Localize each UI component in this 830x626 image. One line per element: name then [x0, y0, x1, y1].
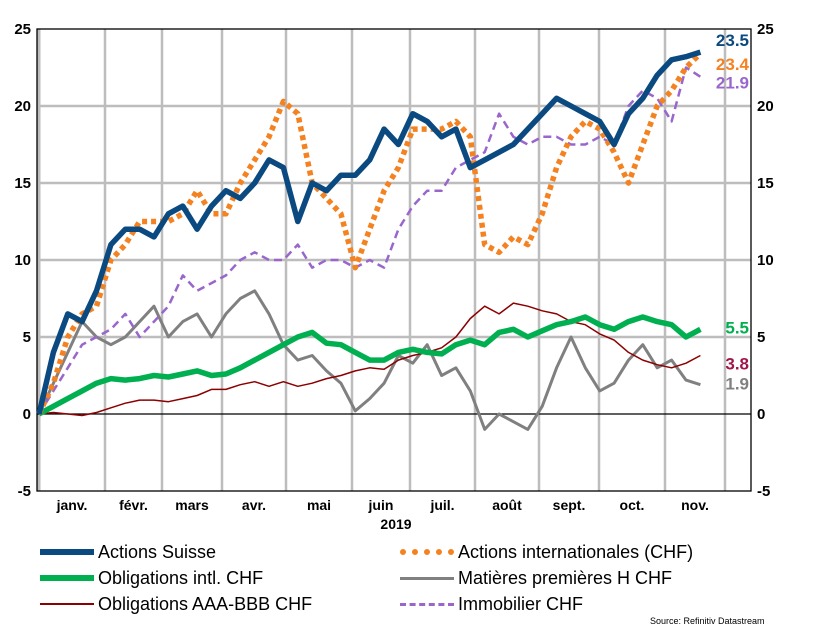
legend-label: Actions Suisse: [98, 541, 217, 562]
y-tick-label-left: -5: [18, 483, 31, 500]
series-line-actions-internationales-chf-: [36, 51, 703, 416]
end-value-label: 21.9: [716, 74, 749, 93]
legend-label: Obligations AAA-BBB CHF: [98, 593, 313, 614]
legend-swatch: [40, 603, 94, 605]
y-tick-label-right: 15: [757, 175, 774, 192]
legend-item: Actions internationales (CHF): [400, 540, 800, 564]
end-value-label: 1.9: [725, 375, 749, 394]
y-tick-label-left: 5: [23, 329, 31, 346]
y-tick-label-right: 25: [757, 21, 774, 38]
legend-item: Immobilier CHF: [400, 592, 800, 616]
x-axis-label: 2019: [380, 516, 411, 532]
y-tick-label-right: 20: [757, 98, 774, 115]
x-month-label: sept.: [553, 497, 586, 513]
legend-swatch: [400, 549, 454, 555]
y-tick-label-left: 10: [14, 252, 31, 269]
x-month-label: févr.: [119, 497, 148, 513]
source-note: Source: Refinitiv Datastream: [650, 616, 765, 626]
legend: Actions Suisse Actions internationales (C…: [40, 540, 800, 616]
x-month-label: nov.: [681, 497, 709, 513]
y-tick-label-left: 25: [14, 21, 31, 38]
legend-label: Immobilier CHF: [458, 593, 584, 614]
legend-item: Obligations AAA-BBB CHF: [40, 592, 400, 616]
end-value-label: 23.5: [716, 31, 749, 50]
x-month-label: janv.: [56, 497, 88, 513]
x-month-label: juin: [368, 497, 394, 513]
x-month-label: avr.: [242, 497, 266, 513]
y-tick-label-right: 5: [757, 329, 765, 346]
series-line-actions-suisse: [36, 49, 702, 415]
legend-item: Matières premières H CHF: [400, 566, 800, 590]
legend-swatch: [400, 602, 454, 606]
legend-label: Actions internationales (CHF): [458, 541, 694, 562]
y-tick-label-right: 0: [757, 406, 765, 423]
x-month-label: mars: [175, 497, 209, 513]
legend-label: Obligations intl. CHF: [98, 567, 264, 588]
series-line-mati-res-premi-res-h-chf: [37, 289, 701, 431]
series-line-immobilier-chf: [37, 66, 702, 415]
legend-swatch: [40, 575, 94, 581]
series-line-obligations-aaa-bbb-chf: [38, 302, 701, 417]
end-value-label: 23.4: [716, 55, 750, 74]
legend-item: Obligations intl. CHF: [40, 566, 400, 590]
y-tick-label-right: 10: [757, 252, 774, 269]
y-tick-label-left: 0: [23, 406, 31, 423]
legend-item: Actions Suisse: [40, 540, 400, 564]
end-value-label: 3.8: [725, 354, 749, 373]
y-tick-label-left: 15: [14, 175, 31, 192]
x-month-label: août: [492, 497, 522, 513]
series-line-obligations-intl-chf: [37, 314, 702, 417]
legend-swatch: [400, 576, 454, 580]
line-chart: -5 -5 0 0 5 5 10 10 15 15 20 20 25 25 janv. févr. mars av…: [14, 21, 774, 532]
x-month-label: juil.: [429, 497, 454, 513]
x-month-label: oct.: [620, 497, 645, 513]
x-month-label: mai: [307, 497, 331, 513]
legend-label: Matières premières H CHF: [458, 567, 673, 588]
y-tick-label-left: 20: [14, 98, 31, 115]
y-tick-label-right: -5: [757, 483, 770, 500]
end-value-label: 5.5: [725, 318, 749, 337]
legend-swatch: [40, 549, 94, 555]
plot-frame: [36, 28, 752, 492]
